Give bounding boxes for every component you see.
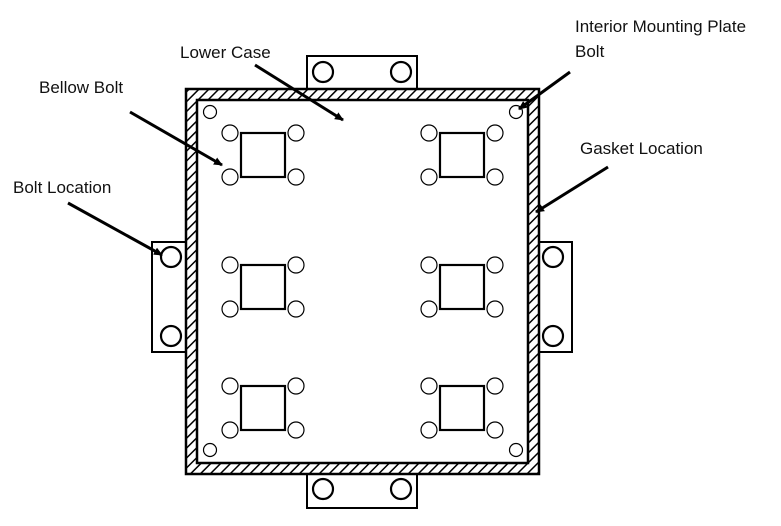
bellow-bolt — [486, 256, 504, 274]
pointer-bellow-bolt — [129, 110, 223, 167]
bellow-bolt — [486, 377, 504, 395]
bellow-bolt — [221, 124, 239, 142]
bellow-bolt — [287, 377, 305, 395]
bellow-group — [221, 124, 305, 186]
label-lower-case: Lower Case — [180, 43, 271, 62]
bolt-location-circle — [389, 60, 413, 84]
bellow-bolt — [221, 421, 239, 439]
bellow-bolt — [420, 421, 438, 439]
bellow-square — [438, 263, 486, 311]
bellow-bolt — [420, 300, 438, 318]
gasket-hatched-wall — [184, 87, 541, 476]
bellow-bolt — [486, 124, 504, 142]
pointer-gasket-location — [535, 165, 609, 214]
bellow-bolt — [221, 256, 239, 274]
bellow-square — [438, 384, 486, 432]
bellow-group — [420, 377, 504, 439]
pointer-bolt-location — [67, 201, 163, 257]
pointer-lower-case — [254, 63, 344, 122]
bolt-location-circle — [311, 477, 335, 501]
bellow-bolt — [221, 168, 239, 186]
bolt-location-circle — [389, 477, 413, 501]
bellow-group — [221, 256, 305, 318]
bolt-location-circle — [159, 245, 183, 269]
bellow-bolt — [420, 256, 438, 274]
bellow-bolt — [420, 124, 438, 142]
bellow-square — [239, 384, 287, 432]
bolt-location-circle — [311, 60, 335, 84]
bellow-square — [438, 131, 486, 179]
bellow-group — [420, 124, 504, 186]
label-bellow-bolt: Bellow Bolt — [39, 78, 123, 97]
bellow-bolt — [420, 168, 438, 186]
label-gasket-location: Gasket Location — [580, 139, 703, 158]
bellow-square — [239, 263, 287, 311]
label-interior-plate-bolt-line2: Bolt — [575, 42, 605, 61]
bellow-bolt — [486, 421, 504, 439]
bolt-location-circle — [541, 324, 565, 348]
bellow-bolt — [420, 377, 438, 395]
bellow-group — [221, 377, 305, 439]
bellow-bolt — [486, 168, 504, 186]
interior-plate-bolt — [202, 442, 218, 458]
bellow-bolt — [287, 124, 305, 142]
bolt-location-circle — [541, 245, 565, 269]
pointer-interior-plate-bolt — [518, 70, 571, 111]
bellow-square — [239, 131, 287, 179]
bellow-bolt — [221, 377, 239, 395]
label-interior-plate-bolt-line1: Interior Mounting Plate — [575, 17, 746, 36]
bellow-bolt — [221, 300, 239, 318]
bellow-group — [420, 256, 504, 318]
label-bolt-location: Bolt Location — [13, 178, 111, 197]
interior-plate-bolt — [202, 104, 218, 120]
bellow-bolt — [287, 256, 305, 274]
interior-plate-bolt — [508, 442, 524, 458]
bellow-bolt — [287, 421, 305, 439]
bellow-bolt — [486, 300, 504, 318]
bellow-bolt — [287, 168, 305, 186]
bellow-bolt — [287, 300, 305, 318]
bolt-location-circle — [159, 324, 183, 348]
